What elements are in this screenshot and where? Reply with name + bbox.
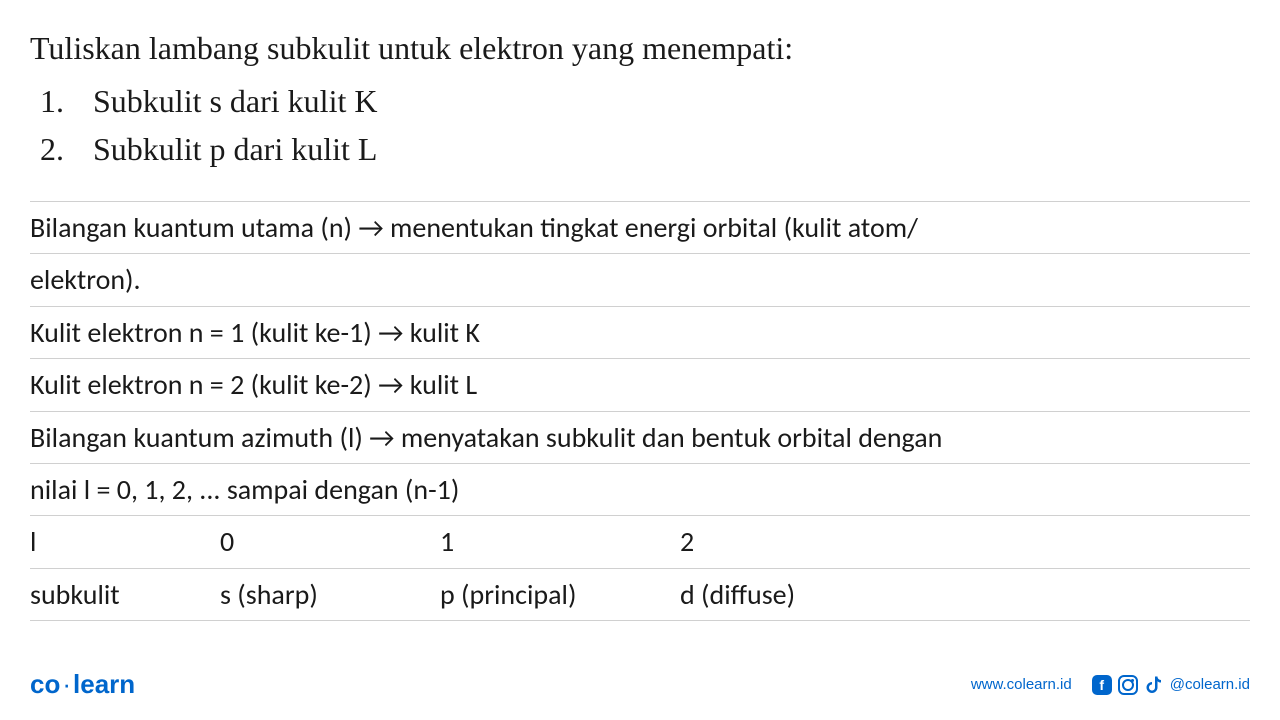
footer-right: www.colearn.id f @colearn.id [971,675,1250,695]
website-url: www.colearn.id [971,676,1072,693]
explanation-line-5: Bilangan kuantum azimuth (l) → menyataka… [30,412,1250,464]
question-list: 1. Subkulit s dari kulit K 2. Subkulit p… [40,77,1250,173]
question-title: Tuliskan lambang subkulit untuk elektron… [30,30,1250,67]
explanation-line-4: Kulit elektron n = 2 (kulit ke-2) → kuli… [30,359,1250,411]
logo-dot: · [62,669,71,699]
question-text-1: Subkulit s dari kulit K [93,83,377,119]
facebook-icon: f [1092,675,1112,695]
table-header-0: 0 [220,520,440,563]
explanation-line-3: Kulit elektron n = 1 (kulit ke-1) → kuli… [30,307,1250,359]
footer: co·learn www.colearn.id f @colearn.id [0,669,1280,700]
explanation-line-2: elektron). [30,254,1250,306]
question-item-2: 2. Subkulit p dari kulit L [40,125,1250,173]
explanation-section: Bilangan kuantum utama (n) → menentukan … [30,201,1250,621]
question-item-1: 1. Subkulit s dari kulit K [40,77,1250,125]
subkulit-table-row: subkulit s (sharp) p (principal) d (diff… [30,569,1250,621]
table-header-label: l [30,520,220,563]
instagram-icon [1118,675,1138,695]
explanation-line-1: Bilangan kuantum utama (n) → menentukan … [30,201,1250,254]
table-header-2: 2 [680,520,920,563]
logo-co: co [30,669,60,699]
table-header-1: 1 [440,520,680,563]
subkulit-table-header: l 0 1 2 [30,516,1250,568]
table-row-2: d (diffuse) [680,573,920,616]
tiktok-icon [1144,675,1164,695]
question-text-2: Subkulit p dari kulit L [93,131,377,167]
table-row-0: s (sharp) [220,573,440,616]
social-icons: f @colearn.id [1092,675,1250,695]
question-number-1: 1. [40,77,85,125]
social-handle: @colearn.id [1170,676,1250,693]
table-row-1: p (principal) [440,573,680,616]
brand-logo: co·learn [30,669,135,700]
explanation-line-6: nilai l = 0, 1, 2, ... sampai dengan (n-… [30,464,1250,516]
question-number-2: 2. [40,125,85,173]
logo-learn: learn [73,669,135,699]
table-row-label: subkulit [30,573,220,616]
